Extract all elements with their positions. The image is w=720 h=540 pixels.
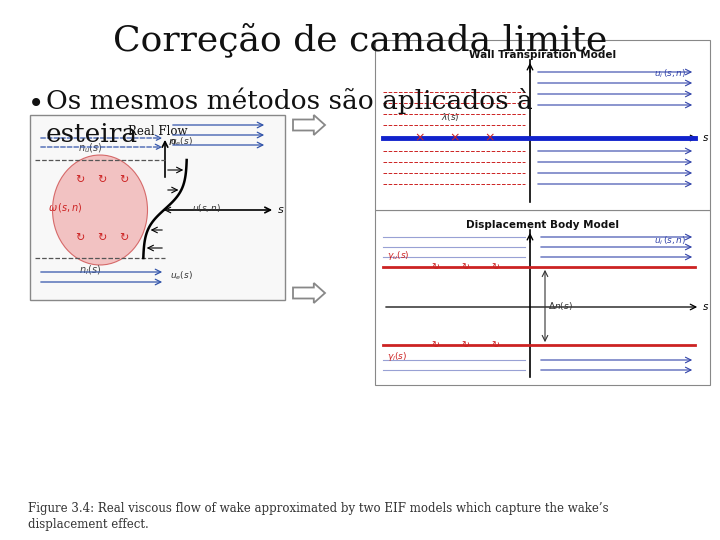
Text: ↻: ↻	[461, 340, 469, 350]
Text: ×: ×	[450, 132, 460, 145]
Polygon shape	[293, 115, 325, 135]
Text: $n$: $n$	[168, 137, 176, 147]
Text: Os mesmos métodos são aplicados à
esteira: Os mesmos métodos são aplicados à esteir…	[46, 88, 533, 146]
Text: •: •	[28, 90, 44, 118]
Text: ×: ×	[485, 132, 495, 145]
Text: ↻: ↻	[97, 233, 107, 243]
Text: Correção de camada limite: Correção de camada limite	[113, 23, 607, 57]
Text: $s$: $s$	[702, 302, 709, 312]
Text: ×: ×	[415, 132, 426, 145]
Bar	[375, 210, 710, 385]
Text: ↻: ↻	[76, 233, 85, 243]
Bar	[30, 115, 285, 300]
Text: $u_i\,(s,n)$: $u_i\,(s,n)$	[654, 68, 686, 80]
Text: $u(s,n)$: $u(s,n)$	[192, 202, 221, 214]
Text: ↻: ↻	[461, 262, 469, 272]
Text: $n_u(s)$: $n_u(s)$	[78, 141, 102, 155]
Text: $u_e(s)$: $u_e(s)$	[170, 136, 193, 148]
Text: $\gamma_u(s)$: $\gamma_u(s)$	[387, 249, 410, 262]
Text: ↻: ↻	[76, 175, 85, 185]
Text: ↻: ↻	[120, 175, 129, 185]
Bar	[375, 40, 710, 210]
Text: $\lambda(s)$: $\lambda(s)$	[441, 111, 459, 123]
Text: $s$: $s$	[702, 133, 709, 143]
Text: $\gamma_l(s)$: $\gamma_l(s)$	[387, 350, 408, 363]
Text: ↻: ↻	[97, 175, 107, 185]
Text: ↻: ↻	[491, 340, 499, 350]
Text: Wall Transpiration Model: Wall Transpiration Model	[469, 50, 616, 60]
Text: ↻: ↻	[431, 340, 439, 350]
Text: ↻: ↻	[491, 262, 499, 272]
Text: $u_i\,(s,n)$: $u_i\,(s,n)$	[654, 234, 686, 247]
Text: Real Flow: Real Flow	[127, 125, 187, 138]
Text: ↻: ↻	[431, 262, 439, 272]
Ellipse shape	[53, 155, 148, 265]
Text: Figure 3.4: Real viscous flow of wake approximated by two EIF models which captu: Figure 3.4: Real viscous flow of wake ap…	[28, 502, 608, 531]
Text: $n_l(s)$: $n_l(s)$	[79, 263, 101, 276]
Text: $s$: $s$	[277, 205, 284, 215]
Text: $\omega\,(s,n)$: $\omega\,(s,n)$	[48, 201, 83, 214]
Text: ↻: ↻	[120, 233, 129, 243]
Text: $u_e(s)$: $u_e(s)$	[170, 270, 193, 282]
Text: Displacement Body Model: Displacement Body Model	[466, 220, 619, 230]
Text: $\Delta n(s)$: $\Delta n(s)$	[548, 300, 573, 312]
Polygon shape	[293, 283, 325, 303]
